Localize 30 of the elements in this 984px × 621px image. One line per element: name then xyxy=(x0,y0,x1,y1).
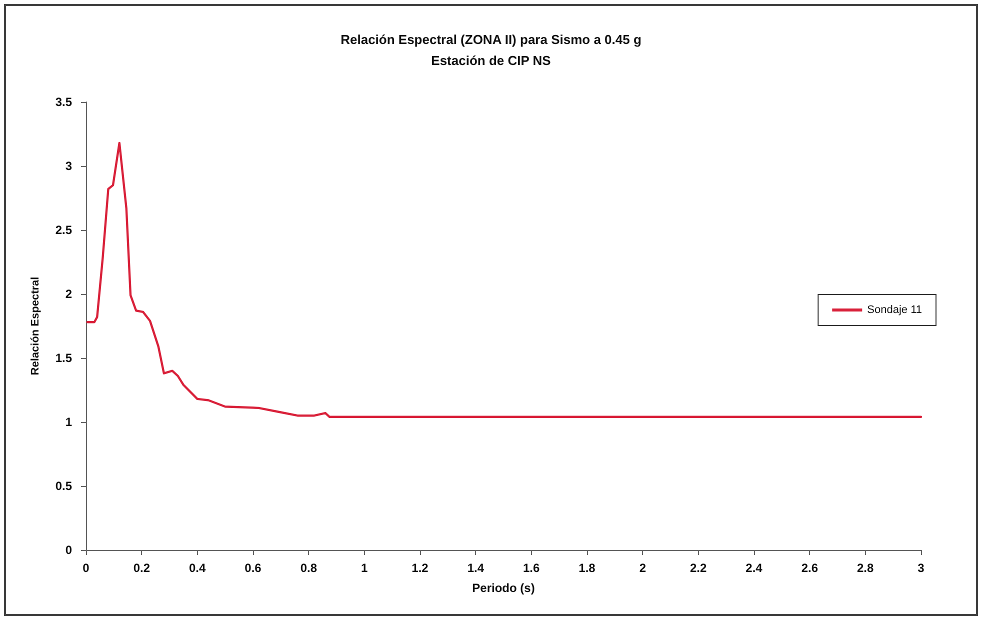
x-tick-label: 0.8 xyxy=(300,561,318,575)
x-tick-label: 2.2 xyxy=(690,561,707,575)
x-tick-label: 1.8 xyxy=(578,561,596,575)
x-tick-label: 2 xyxy=(639,561,646,575)
y-tick-label: 0 xyxy=(65,543,72,557)
y-tick-label: 3 xyxy=(65,159,72,173)
y-tick-label: 1.5 xyxy=(55,351,72,365)
x-tick-label: 3 xyxy=(918,561,925,575)
x-tick-label: 0.6 xyxy=(244,561,262,575)
x-tick-label: 0.4 xyxy=(188,561,206,575)
line-series xyxy=(86,142,922,418)
y-tick-label: 1 xyxy=(65,415,72,429)
chart-subtitle: Estación de CIP NS xyxy=(431,53,552,68)
x-tick-label: 2.8 xyxy=(856,561,874,575)
x-tick-label: 2.6 xyxy=(801,561,818,575)
y-tick-label: 3.5 xyxy=(55,95,72,109)
x-tick-label: 0 xyxy=(82,561,90,575)
y-tick-label: 2 xyxy=(65,287,72,301)
y-axis-title: Relación Espectral xyxy=(30,276,42,376)
x-tick-label: 1 xyxy=(360,561,368,575)
x-tick-label: 1.4 xyxy=(467,561,484,575)
y-tick-label: 2.5 xyxy=(55,223,72,237)
x-axis-title: Periodo (s) xyxy=(472,581,535,595)
x-tick-label: 1.2 xyxy=(412,561,429,575)
chart-title: Relación Espectral (ZONA II) para Sismo a 0.45 g xyxy=(340,32,642,47)
x-tick-label: 1.6 xyxy=(522,561,540,575)
y-tick-label: 0.5 xyxy=(55,479,72,493)
legend-label: Sondaje 11 xyxy=(867,304,922,316)
x-tick-label: 2.4 xyxy=(746,561,763,575)
x-tick-label: 0.2 xyxy=(133,561,150,575)
